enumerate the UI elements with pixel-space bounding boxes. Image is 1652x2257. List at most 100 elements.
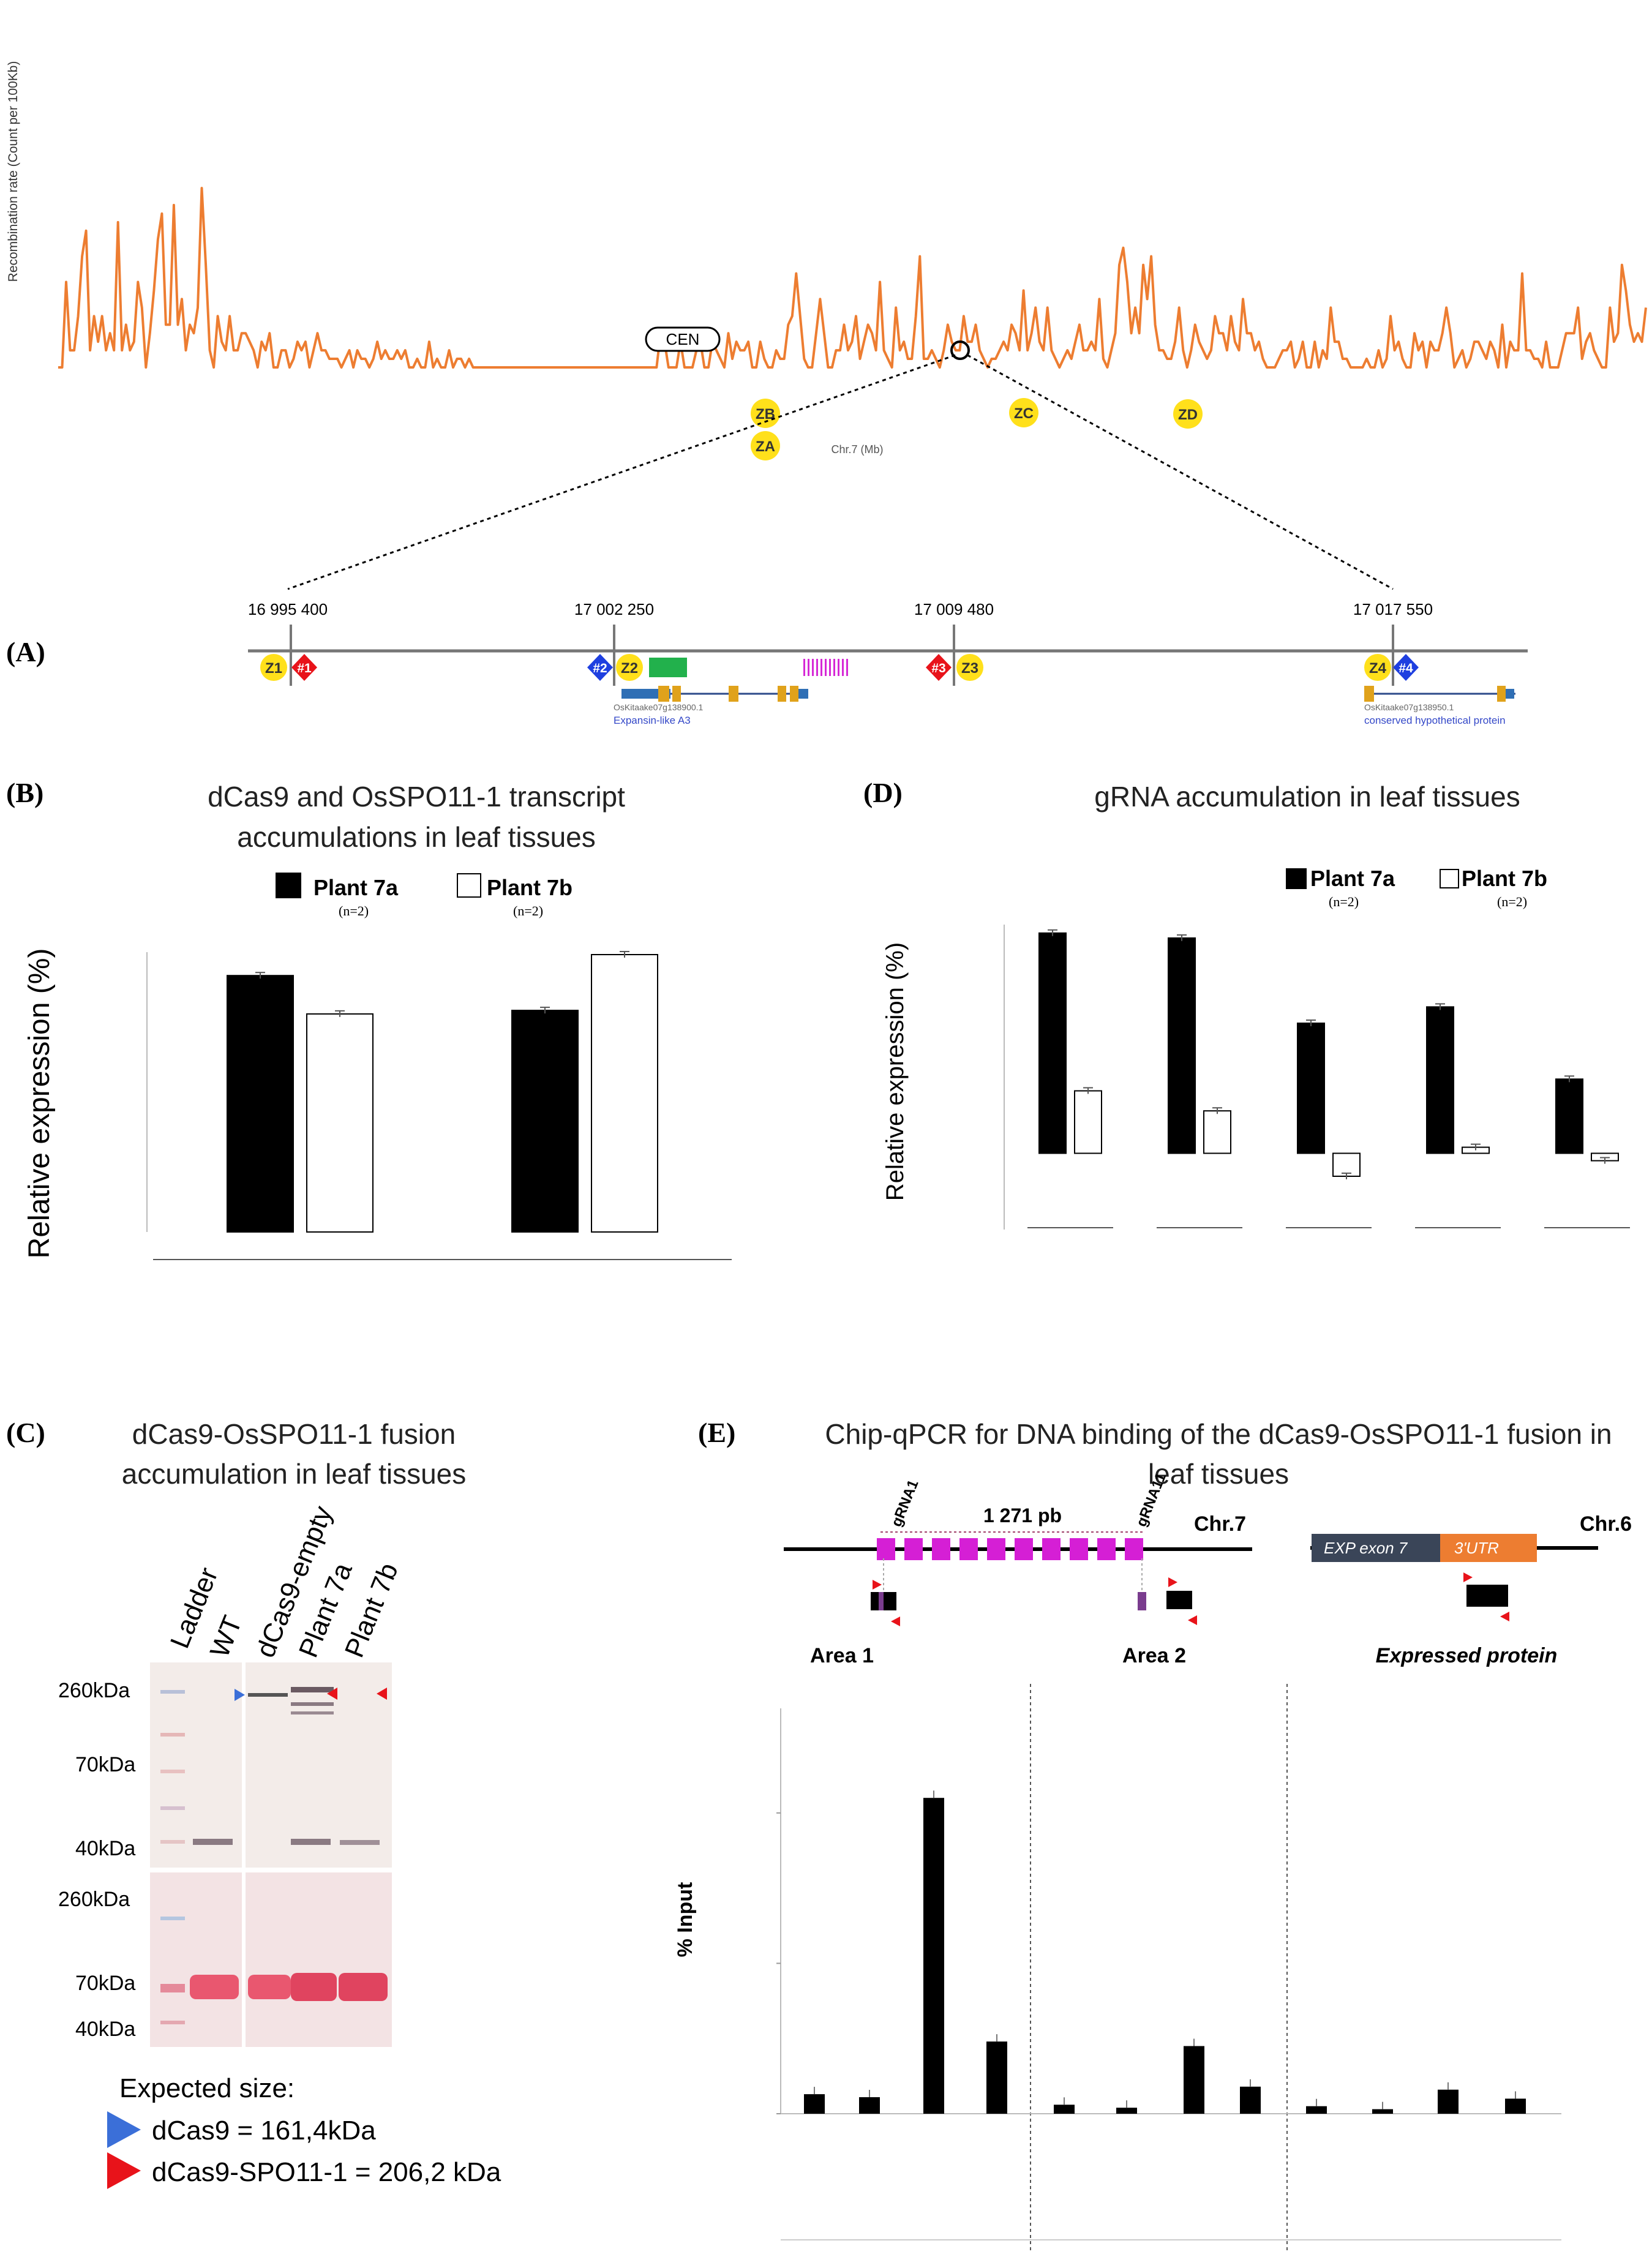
gene-model-1: OsKitaake07g138900.1 Expansin-like A3 [614,686,808,726]
exp-fwd-primer [1463,1572,1473,1582]
gene1-exon-2 [672,686,681,702]
zoom-region: 16 995 400 17 002 250 17 009 480 17 017 … [248,600,1528,726]
chip-bar [923,1798,944,2114]
western-blot [150,1662,392,2047]
panel-e: (E) Chip-qPCR for DNA binding of the dCa… [674,1417,1632,2253]
chip-bar [1372,2109,1393,2114]
grna-target-box [1015,1538,1033,1560]
chr7-xlabel: Chr.7 (Mb) [831,443,883,456]
green-region [649,658,687,677]
legend-d-7a-swatch [1286,868,1307,889]
blot-red-arrowhead-7b [377,1688,387,1700]
chart-d [1004,925,1630,1230]
chip-bar [1505,2098,1526,2114]
legend-d-7b-swatch [1440,869,1459,888]
site-z1-marker [260,654,287,681]
bar-plant7a [1168,937,1196,1154]
site-3-marker [926,654,952,681]
site-2-marker [587,654,613,681]
grna1-label: gRNA1 [888,1478,922,1529]
gene1-id: OsKitaake07g138900.1 [614,702,704,712]
chip-bar [1116,2108,1137,2114]
marker-70-bottom: 70kDa [75,1972,135,1995]
panel-c: (C) dCas9-OsSPO11-1 fusion accumulation … [6,1417,501,2189]
zoom-line-left [287,354,956,590]
gene2-id: OsKitaake07g138950.1 [1364,702,1454,712]
site-z4-marker [1364,654,1391,681]
grna-stripe [829,659,831,676]
panel-b-ylabel: Relative expression (%) [23,948,56,1259]
panel-c-title-line1: dCas9-OsSPO11-1 fusion [132,1418,456,1450]
zone-zb-marker [751,399,780,428]
site-3-label: #3 [931,661,945,675]
area2-amplicon [1166,1591,1192,1609]
bar-plant7b [1074,1090,1102,1154]
site-1-label: #1 [297,661,312,675]
panel-e-title-line2: leaf tissues [1148,1458,1289,1490]
bar-plant7b [591,954,658,1233]
legend-red-arrow [107,2152,141,2189]
grna-boxes [877,1538,1143,1560]
wt-40kda-band [193,1839,233,1845]
dcas9-empty-ponceau-band [248,1975,291,1999]
grna-stripe [816,659,818,676]
exon7-box [1312,1534,1440,1562]
grna-target-box [1097,1538,1116,1560]
grna-stripe [812,659,814,676]
zone-zd-label: ZD [1178,407,1198,423]
chr7-label: Chr.7 [1194,1512,1246,1536]
site-z3-marker [956,654,983,681]
panel-d-ylabel: Relative expression (%) [882,942,909,1201]
gene1-utr-3 [798,689,808,699]
bar-plant7a [511,1010,579,1233]
grna-target-box [987,1538,1005,1560]
plant7a-40kda-band [291,1839,331,1845]
area1-grna-mark [879,1592,884,1610]
plant7a-band-3 [291,1711,334,1714]
legend-b-7b-swatch [457,873,481,898]
chr6-label: Chr.6 [1580,1512,1632,1536]
panel-label-e: (E) [698,1417,735,1448]
area2-grna-mark [1138,1592,1146,1610]
grna-target-box [932,1538,950,1560]
chip-bar [1306,2106,1327,2114]
panel-d: (D) gRNA accumulation in leaf tissues Pl… [863,777,1630,1230]
marker-260-bottom: 260kDa [58,1888,130,1911]
grna-target-box [1125,1538,1143,1560]
gene-model-2: OsKitaake07g138950.1 conserved hypotheti… [1364,686,1515,726]
panel-b: (B) dCas9 and OsSPO11-1 transcript accum… [6,777,732,1260]
site-z2-marker [616,654,643,681]
plant7a-fusion-band [291,1687,334,1692]
exon7-label: EXP exon 7 [1324,1539,1408,1557]
chip-bar [1184,2046,1204,2114]
distance-label: 1 271 pb [983,1504,1062,1527]
bar-plant7b [1332,1152,1361,1177]
site-z3-label: Z3 [961,660,978,677]
utr-box [1440,1534,1537,1562]
grna-target-box [1042,1538,1061,1560]
bar-plant7b [1203,1110,1231,1154]
legend-d-7a-label: Plant 7a [1310,866,1395,891]
panel-a: (A) Recombination rate (Count per 100Kb)… [6,61,1647,726]
panel-label-a: (A) [6,636,45,667]
panel-b-title-line2: accumulations in leaf tissues [237,821,596,853]
site-4-label: #4 [1399,661,1413,675]
grna-stripe [803,659,805,676]
chart-e [776,1708,1561,2240]
bar-plant7a [1426,1006,1454,1154]
gene1-exon-5 [790,686,798,702]
legend-b-7a-label: Plant 7a [314,875,399,900]
coord-3: 17 009 480 [914,600,994,618]
marker-40-top: 40kDa [75,1837,135,1860]
panel-d-title: gRNA accumulation in leaf tissues [1094,781,1520,813]
zone-zc-marker [1009,398,1038,427]
area1-fwd-primer [873,1580,882,1590]
zoom-circle [950,340,970,360]
gene2-name: conserved hypothetical protein [1364,715,1506,726]
gene1-exon-1 [658,686,669,702]
marker-40-bottom: 40kDa [75,2018,135,2041]
recomb-ylabel: Recombination rate (Count per 100Kb) [6,61,20,282]
grna-stripe [808,659,809,676]
utr-label: 3'UTR [1454,1539,1499,1557]
site-z4-label: Z4 [1369,660,1387,677]
